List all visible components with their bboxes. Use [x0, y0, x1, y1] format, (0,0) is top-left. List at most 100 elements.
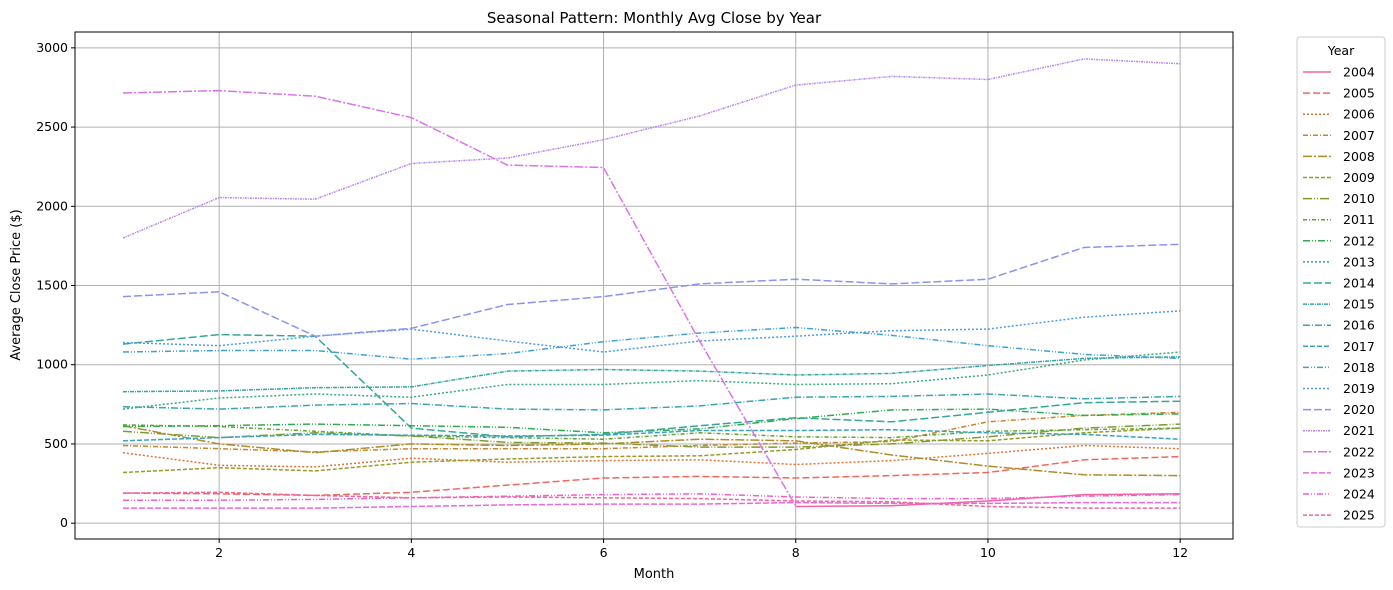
- x-tick-label: 6: [600, 545, 608, 560]
- series-line-2022: [122, 89, 797, 507]
- legend-entry-2016: 2016: [1303, 318, 1375, 333]
- series-2006: [122, 444, 1181, 468]
- series-2016: [122, 393, 1181, 411]
- legend-entry-2024: 2024: [1303, 487, 1375, 502]
- series-line-2025: [122, 491, 1181, 509]
- legend-entry-2023: 2023: [1303, 465, 1375, 480]
- legend-entry-2014: 2014: [1303, 276, 1375, 291]
- series-line-2007: [122, 411, 1181, 453]
- legend-title: Year: [1327, 43, 1355, 58]
- legend-entry-2006: 2006: [1303, 107, 1375, 122]
- legend-entry-2018: 2018: [1303, 360, 1375, 375]
- series-2013: [122, 351, 1181, 410]
- series-2009: [122, 427, 1181, 474]
- legend-entry-2012: 2012: [1303, 233, 1375, 248]
- legend-entry-2009: 2009: [1303, 170, 1375, 185]
- legend-label: 2018: [1343, 360, 1375, 375]
- legend-label: 2023: [1343, 465, 1375, 480]
- series-2022: [122, 89, 797, 507]
- series-2024: [123, 493, 1181, 501]
- legend-label: 2024: [1343, 487, 1375, 502]
- series-line-2017: [122, 428, 1181, 442]
- legend-entry-2020: 2020: [1303, 402, 1375, 417]
- series-2021: [122, 58, 1181, 239]
- series-line-2010: [122, 423, 1181, 448]
- series-line-2024: [123, 493, 1181, 501]
- x-tick-label: 8: [792, 545, 800, 560]
- legend-label: 2004: [1343, 65, 1375, 80]
- series-2014: [122, 333, 1181, 438]
- series-line-2011: [122, 424, 1181, 440]
- grid: [75, 32, 1233, 539]
- legend-entries: 2004 2005 2006 2007 2008 2009 2010 2011 2012 2013…: [1303, 65, 1375, 523]
- legend: Year 2004 2005 2006 2007 2008 2009 2010 2011 201…: [1296, 36, 1386, 528]
- y-tick-label: 2000: [36, 198, 68, 213]
- y-tick-label: 3000: [36, 40, 68, 55]
- series-2023: [123, 501, 1181, 509]
- legend-entry-2017: 2017: [1303, 339, 1375, 354]
- series-line-2018: [122, 326, 1181, 360]
- chart-title: Seasonal Pattern: Monthly Avg Close by Y…: [487, 9, 822, 27]
- y-axis-label: Average Close Price ($): [9, 209, 24, 360]
- series-2019: [122, 310, 1181, 353]
- series-2018: [122, 326, 1181, 360]
- legend-entry-2010: 2010: [1303, 191, 1375, 206]
- legend-label: 2010: [1343, 191, 1375, 206]
- y-tick-label: 500: [44, 436, 68, 451]
- x-tick-label: 12: [1172, 545, 1188, 560]
- legend-entry-2007: 2007: [1303, 128, 1375, 143]
- series-2011: [122, 424, 1181, 440]
- legend-label: 2005: [1343, 86, 1375, 101]
- legend-entry-2015: 2015: [1303, 297, 1375, 312]
- series-line-2015: [122, 356, 1181, 393]
- legend-label: 2021: [1343, 423, 1375, 438]
- legend-entry-2021: 2021: [1303, 423, 1375, 438]
- legend-label: 2022: [1343, 444, 1375, 459]
- y-tick-label: 1500: [36, 278, 68, 293]
- legend-entry-2004: 2004: [1303, 65, 1375, 80]
- legend-entry-2019: 2019: [1303, 381, 1375, 396]
- series-line-2004: [795, 493, 1181, 508]
- legend-label: 2025: [1343, 508, 1375, 523]
- legend-label: 2016: [1343, 318, 1375, 333]
- series-2010: [122, 423, 1181, 448]
- series-line-2016: [122, 393, 1181, 411]
- x-tick-label: 2: [215, 545, 223, 560]
- y-tick-label: 2500: [36, 119, 68, 134]
- legend-label: 2008: [1343, 149, 1375, 164]
- series-lines: [122, 58, 1181, 509]
- legend-entry-2013: 2013: [1303, 254, 1375, 269]
- legend-label: 2019: [1343, 381, 1375, 396]
- x-axis-label: Month: [634, 567, 675, 582]
- series-2020: [122, 243, 1181, 337]
- series-line-2008: [122, 424, 1181, 477]
- legend-label: 2011: [1343, 212, 1375, 227]
- axis-ticks: 2 4 6 8 10 12 0 500 1000 1500 2000 2500 3000: [36, 40, 1188, 560]
- legend-label: 2012: [1343, 233, 1375, 248]
- legend-label: 2017: [1343, 339, 1375, 354]
- legend-label: 2020: [1343, 402, 1375, 417]
- series-2015: [122, 356, 1181, 393]
- series-2004: [795, 493, 1181, 508]
- legend-entry-2022: 2022: [1303, 444, 1375, 459]
- series-2017: [122, 428, 1181, 442]
- legend-frame: [1296, 36, 1386, 528]
- series-line-2019: [122, 310, 1181, 353]
- series-line-2021: [122, 58, 1181, 239]
- series-line-2020: [122, 243, 1181, 337]
- legend-entry-2005: 2005: [1303, 86, 1375, 101]
- series-line-2009: [122, 427, 1181, 474]
- legend-label: 2006: [1343, 107, 1375, 122]
- legend-label: 2009: [1343, 170, 1375, 185]
- x-tick-label: 10: [980, 545, 996, 560]
- y-tick-label: 0: [60, 515, 68, 530]
- legend-label: 2007: [1343, 128, 1375, 143]
- series-2025: [122, 491, 1181, 509]
- legend-label: 2014: [1343, 276, 1375, 291]
- legend-entry-2008: 2008: [1303, 149, 1375, 164]
- legend-entry-2011: 2011: [1303, 212, 1375, 227]
- y-tick-label: 1000: [36, 357, 68, 372]
- legend-entry-2025: 2025: [1303, 508, 1375, 523]
